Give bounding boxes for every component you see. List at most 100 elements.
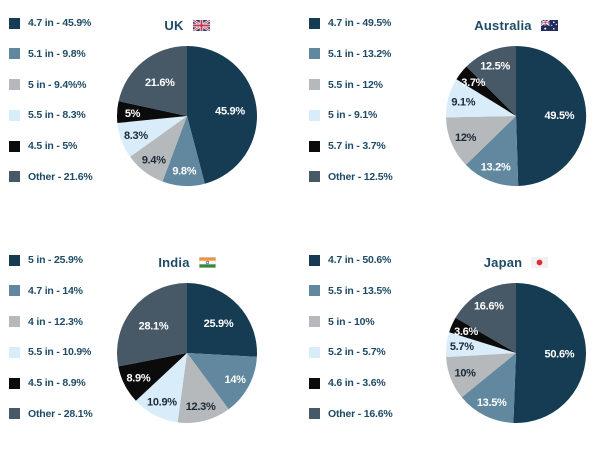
legend-swatch-gray <box>9 316 20 328</box>
legend-label: 5.1 in - 9.8% <box>28 47 86 60</box>
legend-item: 5 in - 9.4%% <box>9 75 93 95</box>
japan-flag-icon <box>531 256 549 268</box>
legend-swatch-steel <box>309 48 320 60</box>
chart-title: India <box>158 254 190 270</box>
pie-slice-5-in <box>445 79 516 118</box>
legend-label: Other - 12.5% <box>328 170 393 183</box>
chart-panel-uk: 4.7 in - 45.9% 5.1 in - 9.8% 5 in - 9.4%% 5… <box>0 0 300 225</box>
legend-label: 4 in - 12.3% <box>28 315 83 328</box>
legend-item: 4.7 in - 49.5% <box>309 13 393 33</box>
legend-swatch-lightblue <box>9 346 20 358</box>
legend-label: 5.5 in - 8.3% <box>28 109 86 122</box>
uk-flag-icon <box>192 19 210 31</box>
legend-label: 5 in - 9.4%% <box>28 78 87 91</box>
legend-label: 4.7 in - 50.6% <box>328 254 392 266</box>
legend: 5 in - 25.9% 4.7 in - 14% 4 in - 12.3% 5.5 … <box>9 250 93 435</box>
legend-swatch-black <box>9 140 20 152</box>
legend-item: 4.7 in - 45.9% <box>9 13 93 33</box>
legend-label: 4.6 in - 3.6% <box>328 377 386 390</box>
pie-slice-label: 5.7% <box>450 341 474 353</box>
pie-slice-label: 12% <box>455 132 477 144</box>
legend-swatch-navy <box>309 17 320 29</box>
legend-item: Other - 12.5% <box>309 167 393 187</box>
chart-title: UK <box>164 17 184 33</box>
pie-slice-label: 14% <box>225 374 247 386</box>
pie-slice-other <box>118 46 187 116</box>
pie-slice-5-in <box>130 116 187 182</box>
legend-item: 5.5 in - 13.5% <box>309 281 393 301</box>
pie-slice-label: 45.9% <box>215 105 245 117</box>
legend: 4.7 in - 50.6% 5.5 in - 13.5% 5 in - 10% 5.… <box>309 250 393 435</box>
chart-header: UK <box>107 16 267 34</box>
pie-slice-label: 10% <box>455 368 477 380</box>
pie-slice-label: 16.6% <box>474 301 504 313</box>
legend-label: Other - 28.1% <box>28 407 93 420</box>
pie-slice-label: 5% <box>125 108 141 120</box>
legend-label: 4.7 in - 45.9% <box>28 17 92 29</box>
pie-slice-label: 9.4% <box>142 154 166 166</box>
legend-swatch-slate <box>9 171 20 183</box>
pie-chart: 50.6% 13.5% 10% 5.7% 3.6% 16.6% <box>445 283 587 423</box>
pie-slice-other <box>466 46 516 116</box>
legend-item: 5.7 in - 3.7% <box>309 136 393 156</box>
chart-header: Japan <box>436 253 596 271</box>
chart-title: Japan <box>483 254 523 270</box>
legend-item: 5 in - 25.9% <box>9 250 93 270</box>
pie-slice-5.5-in <box>461 353 516 423</box>
pie-slice-label: 50.6% <box>545 349 575 361</box>
pie-slice-label: 3.7% <box>461 77 485 89</box>
legend-swatch-black <box>309 140 320 152</box>
pie-slice-label: 28.1% <box>139 320 169 332</box>
pie-slice-4.5-in <box>118 353 187 401</box>
pie-slice-4.7-in <box>513 283 587 423</box>
india-flag-icon <box>198 256 216 268</box>
legend-swatch-navy <box>9 254 20 266</box>
pie-chart: 45.9% 9.8% 9.4% 8.3% 5% 21.6% <box>116 46 257 187</box>
legend-label: 5 in - 9.1% <box>328 109 378 122</box>
pie-chart: 49.5% 13.2% 12% 9.1% 3.7% 12.5% <box>445 45 587 187</box>
legend-swatch-slate <box>9 408 20 420</box>
legend-label: 4.5 in - 8.9% <box>28 377 86 390</box>
chart-panel-australia: 4.7 in - 49.5% 5.1 in - 13.2% 5.5 in - 12%… <box>300 0 600 225</box>
pie-slice-5.7-in <box>456 66 516 116</box>
legend-label: 5.7 in - 3.7% <box>328 140 386 153</box>
legend-swatch-black <box>9 377 20 389</box>
pie-slice-label: 10.9% <box>147 396 177 408</box>
legend-swatch-lightblue <box>309 109 320 121</box>
legend-item: Other - 21.6% <box>9 167 93 187</box>
pie-slice-4.6-in <box>449 317 516 353</box>
legend-swatch-gray <box>9 79 20 91</box>
legend-swatch-steel <box>9 48 20 60</box>
pie-slice-label: 12.3% <box>186 401 216 413</box>
legend-label: Other - 16.6% <box>328 407 393 420</box>
pie-slice-other <box>455 283 516 353</box>
legend-item: 5.1 in - 13.2% <box>309 44 393 64</box>
pie-slice-label: 21.6% <box>145 77 175 89</box>
pie-slice-4.7-in <box>516 45 587 186</box>
pie-slice-label: 3.6% <box>454 326 478 338</box>
pie-chart: 25.9% 14% 12.3% 10.9% 8.9% 28.1% <box>116 283 257 423</box>
pie-slice-label: 25.9% <box>204 318 234 330</box>
legend-swatch-slate <box>309 408 320 420</box>
legend-item: 5.5 in - 8.3% <box>9 105 93 125</box>
chart-panel-japan: 4.7 in - 50.6% 5.5 in - 13.5% 5 in - 10% 5.… <box>300 237 600 450</box>
legend-label: 5 in - 25.9% <box>28 254 83 266</box>
pie-slice-label: 49.5% <box>545 110 575 122</box>
pie-slice-label: 9.8% <box>172 165 196 177</box>
pie-slice-label: 13.5% <box>477 397 507 409</box>
pie-slice-4.5-in <box>116 101 187 124</box>
legend-item: 4.6 in - 3.6% <box>309 373 393 393</box>
legend-item: 5.5 in - 10.9% <box>9 342 93 362</box>
pie-slice-label: 13.2% <box>481 161 511 173</box>
pie-slice-5.5-in <box>446 116 516 165</box>
legend-item: 4.7 in - 14% <box>9 281 93 301</box>
legend-label: 5.1 in - 13.2% <box>328 47 392 60</box>
legend: 4.7 in - 49.5% 5.1 in - 13.2% 5.5 in - 12%… <box>309 13 393 198</box>
legend-swatch-navy <box>9 17 20 29</box>
legend-label: 5.5 in - 10.9% <box>28 346 92 359</box>
chart-title: Australia <box>474 17 532 33</box>
legend-swatch-gray <box>309 79 320 91</box>
legend-label: 4.7 in - 49.5% <box>328 17 392 29</box>
legend-item: 5.1 in - 9.8% <box>9 44 93 64</box>
